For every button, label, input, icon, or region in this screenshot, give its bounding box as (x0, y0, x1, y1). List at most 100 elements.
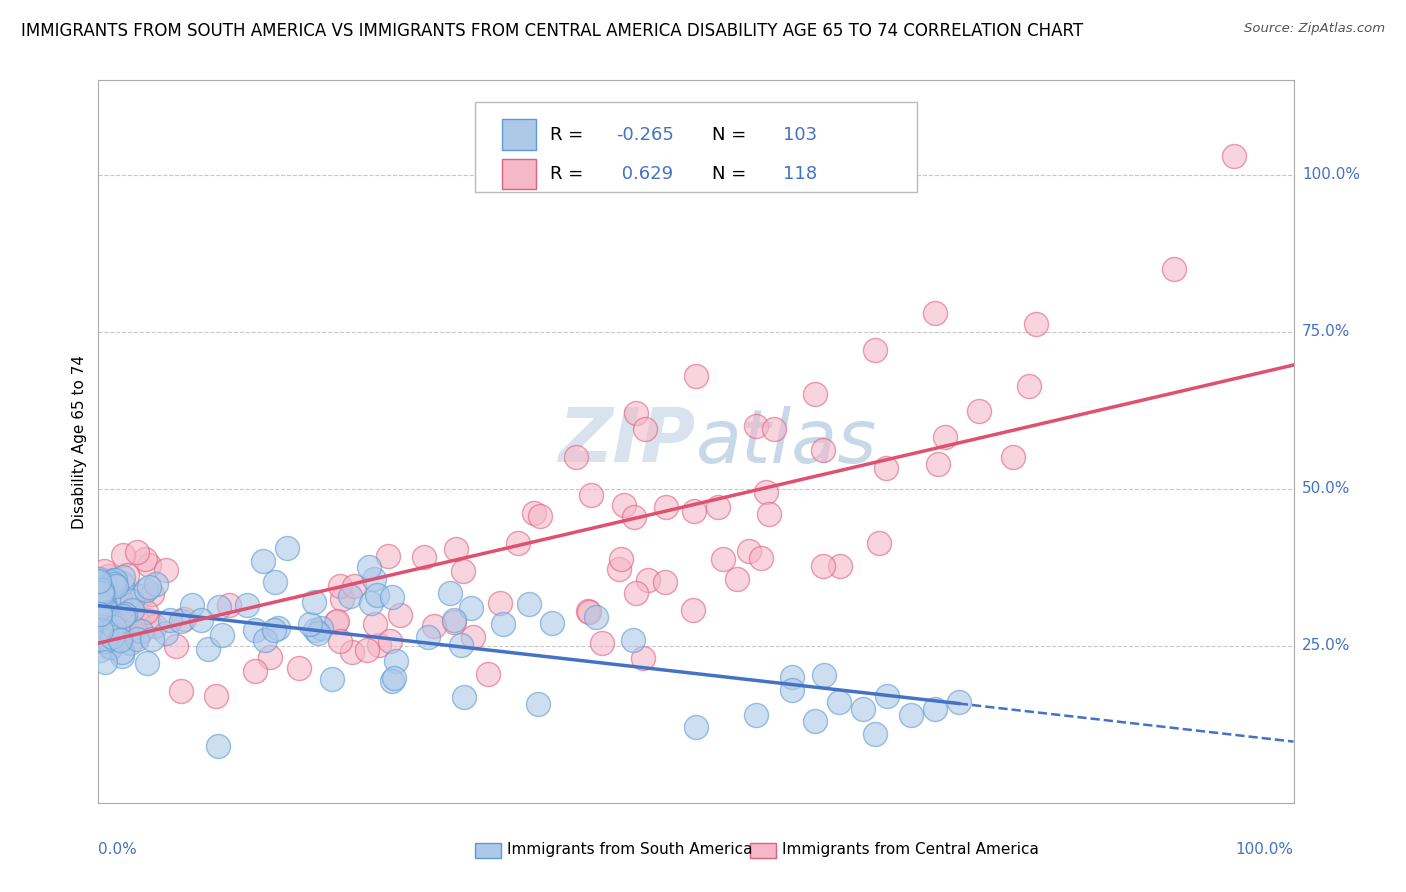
Point (110, 597, 132, 611)
Point (363, 573, 385, 587)
Point (637, 574, 659, 588)
Point (302, 595, 325, 609)
Point (288, 661, 311, 675)
Text: 103: 103 (783, 126, 817, 144)
Point (738, 543, 761, 558)
Point (1223, 149, 1246, 163)
Point (208, 599, 231, 614)
Point (924, 701, 946, 715)
Point (682, 603, 704, 617)
Text: 0.0%: 0.0% (98, 842, 138, 856)
Point (111, 645, 134, 659)
Point (613, 498, 636, 512)
Point (443, 613, 465, 627)
Point (101, 619, 124, 633)
Point (443, 615, 465, 629)
Point (127, 630, 149, 644)
Point (339, 589, 361, 603)
Point (576, 604, 599, 618)
Text: 100.0%: 100.0% (1302, 167, 1360, 182)
Point (381, 591, 404, 605)
Point (527, 698, 550, 712)
Point (868, 535, 890, 549)
Point (180, 598, 202, 612)
Point (654, 500, 676, 514)
Point (170, 684, 193, 698)
Point (804, 387, 827, 401)
Point (1025, 318, 1047, 332)
Point (444, 541, 467, 556)
Point (111, 628, 134, 642)
Point (450, 638, 472, 652)
Text: Source: ZipAtlas.com: Source: ZipAtlas.com (1244, 22, 1385, 36)
Point (325, 615, 347, 630)
Point (439, 585, 461, 599)
Point (90, 583, 112, 598)
Point (309, 621, 332, 635)
Point (122, 621, 145, 635)
Point (634, 422, 657, 436)
Point (418, 630, 440, 644)
Point (762, 422, 785, 436)
Point (267, 621, 290, 635)
Point (875, 461, 897, 475)
Point (117, 592, 139, 607)
Point (97, 611, 120, 625)
Text: ZIP: ZIP (558, 405, 696, 478)
Point (89, 607, 111, 622)
Point (89, 586, 111, 600)
Point (103, 594, 125, 608)
Point (145, 619, 167, 633)
Point (631, 651, 654, 665)
Point (517, 597, 540, 611)
Point (263, 624, 285, 638)
Point (969, 404, 991, 418)
Point (489, 596, 512, 610)
Point (780, 682, 803, 697)
Point (103, 577, 125, 591)
Point (105, 616, 128, 631)
Point (93, 564, 115, 578)
Text: atlas: atlas (696, 406, 877, 477)
Point (927, 457, 949, 471)
Point (98, 640, 121, 654)
Point (100, 640, 122, 655)
Point (89, 578, 111, 592)
Point (377, 549, 399, 563)
Point (900, 707, 922, 722)
Point (170, 614, 193, 628)
Point (924, 306, 946, 320)
Point (159, 613, 181, 627)
Point (97, 632, 120, 646)
Point (254, 633, 277, 648)
Point (243, 624, 266, 638)
Point (141, 632, 163, 646)
Point (423, 619, 446, 633)
Point (934, 430, 956, 444)
Point (343, 579, 366, 593)
Point (91, 588, 114, 602)
Point (125, 632, 148, 646)
Point (93, 600, 115, 615)
Point (204, 689, 226, 703)
Point (87, 574, 110, 588)
Point (128, 615, 150, 630)
Point (89, 596, 111, 610)
Point (155, 626, 177, 640)
Point (101, 630, 124, 644)
Point (828, 695, 851, 709)
FancyBboxPatch shape (475, 102, 917, 193)
Point (96, 602, 118, 616)
Point (865, 727, 887, 741)
Point (745, 707, 768, 722)
Point (94, 656, 117, 670)
Point (381, 674, 404, 689)
FancyBboxPatch shape (749, 843, 776, 858)
Point (90, 596, 112, 610)
Point (356, 642, 378, 657)
Y-axis label: Disability Age 65 to 74: Disability Age 65 to 74 (72, 354, 87, 529)
Point (129, 624, 152, 638)
Point (94, 634, 117, 648)
Point (197, 642, 219, 657)
Point (129, 589, 152, 603)
